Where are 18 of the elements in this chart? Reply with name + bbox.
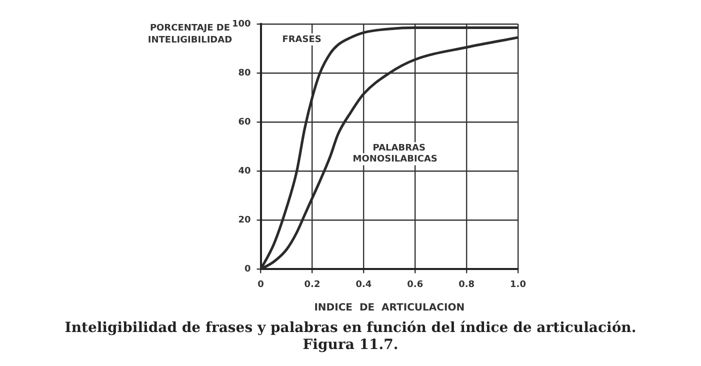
y-tick-label: 60 [238,117,251,128]
text: Figura 11.7. [302,337,400,354]
x-tick-label: 0.4 [356,280,372,290]
x-tick-label: 0.6 [407,280,424,290]
x-tick-label: 1.0 [510,280,526,290]
y-axis-title: PORCENTAJE DE INTELIGIBILIDAD [148,23,232,46]
x-tick-label: 0.8 [458,280,475,290]
y-tick-label: 100 [232,19,251,30]
series-label: PALABRAS MONOSILABICAS [352,144,438,165]
x-axis-title: INDICE DE ARTICULACION [314,302,465,314]
x-tick-label: 0.2 [304,280,320,290]
x-tick-label: 0 [258,280,264,290]
text: Inteligibilidad de frases y palabras en función del índice de articulación. [64,320,638,337]
series-label: FRASES [282,34,322,45]
y-tick-label: 0 [244,264,251,275]
y-tick-label: 40 [238,166,251,176]
y-tick-label: 80 [238,68,251,78]
y-tick-label: 20 [238,216,251,226]
